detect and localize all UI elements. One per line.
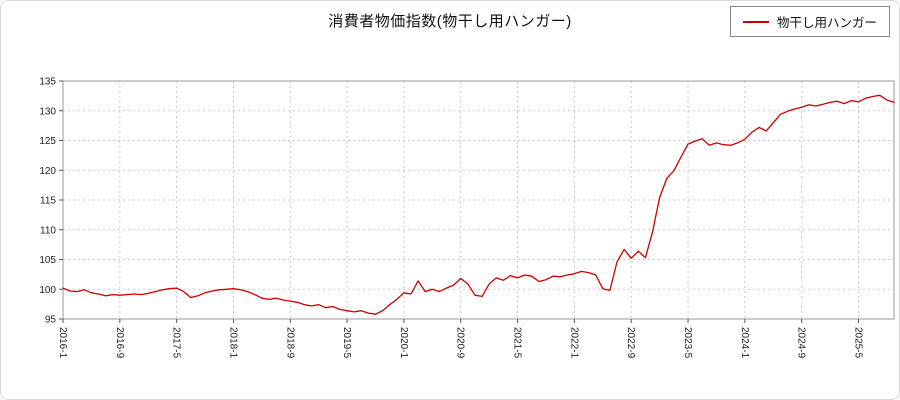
- chart-title: 消費者物価指数(物干し用ハンガー): [328, 13, 572, 30]
- svg-text:105: 105: [39, 255, 56, 266]
- svg-text:100: 100: [39, 285, 56, 296]
- svg-text:2022-9: 2022-9: [625, 327, 636, 359]
- svg-text:2022-1: 2022-1: [568, 327, 579, 359]
- svg-text:2020-9: 2020-9: [455, 327, 466, 359]
- legend-line-swatch: [742, 20, 769, 23]
- svg-text:2018-1: 2018-1: [227, 327, 238, 359]
- svg-text:2016-9: 2016-9: [114, 327, 125, 359]
- svg-text:2017-5: 2017-5: [171, 327, 182, 359]
- svg-text:2019-5: 2019-5: [341, 327, 352, 359]
- svg-text:2024-1: 2024-1: [739, 327, 750, 359]
- svg-text:2021-5: 2021-5: [512, 327, 523, 359]
- svg-text:2020-1: 2020-1: [398, 327, 409, 359]
- svg-text:130: 130: [39, 106, 56, 117]
- svg-text:2025-5: 2025-5: [852, 327, 863, 359]
- svg-text:2024-9: 2024-9: [796, 327, 807, 359]
- svg-text:125: 125: [39, 136, 56, 147]
- svg-text:115: 115: [40, 196, 56, 207]
- legend-series-label: 物干し用ハンガー: [776, 16, 877, 30]
- svg-text:2016-1: 2016-1: [57, 327, 68, 359]
- svg-text:95: 95: [45, 315, 57, 326]
- svg-text:110: 110: [40, 225, 56, 236]
- svg-text:2023-5: 2023-5: [682, 327, 693, 359]
- svg-text:120: 120: [39, 166, 56, 177]
- svg-text:2018-9: 2018-9: [284, 327, 295, 359]
- svg-text:135: 135: [39, 77, 56, 88]
- legend: 物干し用ハンガー: [729, 6, 890, 37]
